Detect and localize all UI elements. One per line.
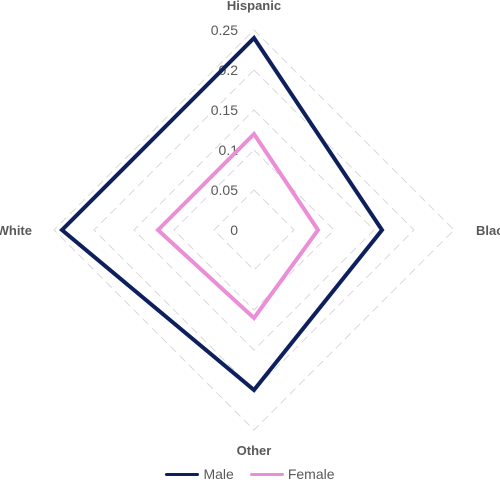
series-male bbox=[62, 38, 382, 390]
category-label-black: Black bbox=[476, 223, 500, 238]
series-female bbox=[158, 134, 318, 318]
grid-ring bbox=[214, 190, 294, 270]
grid-ring bbox=[134, 110, 374, 350]
legend-swatch-female bbox=[250, 473, 284, 476]
grid-ring bbox=[54, 30, 454, 430]
grid-ring bbox=[174, 150, 334, 310]
legend-label-male: Male bbox=[203, 466, 233, 482]
tick-label: 0.15 bbox=[211, 102, 238, 118]
tick-label: 0.25 bbox=[211, 22, 238, 38]
grid-layer bbox=[54, 30, 454, 430]
tick-label: 0 bbox=[230, 222, 238, 238]
category-label-white: White bbox=[0, 223, 32, 238]
legend-item-female: Female bbox=[250, 466, 335, 482]
category-labels: Hispanic Black Other White bbox=[0, 0, 500, 458]
category-label-other: Other bbox=[237, 443, 272, 458]
category-label-hispanic: Hispanic bbox=[227, 0, 281, 13]
legend-label-female: Female bbox=[288, 466, 335, 482]
legend-swatch-male bbox=[165, 473, 199, 476]
legend: Male Female bbox=[0, 466, 500, 482]
tick-label: 0.05 bbox=[211, 182, 238, 198]
series-layer bbox=[62, 38, 382, 390]
legend-item-male: Male bbox=[165, 466, 233, 482]
grid-ring bbox=[94, 70, 414, 390]
